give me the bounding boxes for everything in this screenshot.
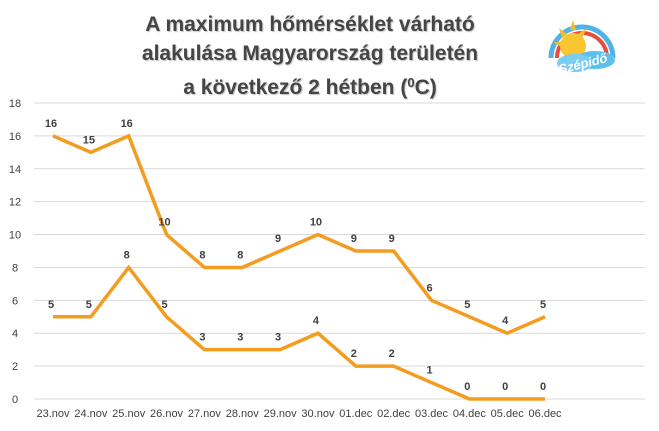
x-tick-label: 24.nov	[74, 408, 108, 420]
y-axis-tick-labels: 0 2 4 6 8 10 12 14 16 18	[9, 98, 21, 406]
data-label: 2	[351, 348, 357, 360]
data-label: 9	[275, 233, 281, 245]
x-tick-label: 26.nov	[150, 408, 184, 420]
y-tick-label: 8	[12, 262, 18, 274]
series-line-1	[52, 133, 546, 336]
data-label: 9	[389, 233, 395, 245]
chart-title-line-3-main: a következő 2 hétben (	[183, 76, 408, 99]
x-tick-label: 29.nov	[264, 408, 298, 420]
x-tick-label: 30.nov	[301, 408, 335, 420]
data-label: 0	[502, 381, 508, 393]
data-label: 3	[199, 332, 205, 344]
series-lines	[52, 133, 546, 401]
data-label: 15	[83, 134, 95, 146]
y-tick-label: 2	[12, 361, 18, 373]
y-tick-label: 6	[12, 295, 18, 307]
data-label: 3	[237, 332, 243, 344]
data-label: 5	[161, 299, 167, 311]
y-tick-label: 12	[9, 197, 21, 209]
data-label: 3	[275, 332, 281, 344]
sun-rainbow-logo-icon: Szépidő	[548, 20, 616, 77]
y-tick-label: 16	[9, 131, 21, 143]
x-tick-label: 04.dec	[453, 408, 487, 420]
data-label: 5	[86, 299, 92, 311]
y-tick-label: 10	[9, 230, 21, 242]
data-label: 5	[464, 299, 470, 311]
x-tick-label: 28.nov	[226, 408, 260, 420]
data-label: 0	[540, 381, 546, 393]
x-tick-label: 02.dec	[377, 408, 411, 420]
data-label: 5	[540, 299, 546, 311]
data-label: 8	[124, 249, 130, 261]
chart-title: A maximum hőmérséklet várható alakulása …	[90, 10, 530, 102]
data-label: 8	[237, 249, 243, 261]
data-label: 16	[45, 118, 57, 130]
x-tick-label: 05.dec	[491, 408, 525, 420]
y-tick-label: 18	[9, 98, 21, 110]
x-tick-label: 23.nov	[36, 408, 70, 420]
data-label: 16	[121, 118, 133, 130]
data-label: 5	[48, 299, 54, 311]
x-tick-label: 25.nov	[112, 408, 146, 420]
data-label: 6	[426, 282, 432, 294]
y-tick-label: 14	[9, 164, 21, 176]
data-label: 0	[464, 381, 470, 393]
x-tick-label: 06.dec	[529, 408, 563, 420]
data-label: 10	[158, 217, 170, 229]
data-label: 8	[199, 249, 205, 261]
chart-title-line-3-end: C)	[414, 76, 437, 99]
series-line-2	[53, 264, 546, 401]
x-axis-tick-labels: 23.nov 24.nov 25.nov 26.nov 27.nov 28.nov 29.n…	[36, 408, 562, 420]
chart-title-line-3: a következő 2 hétben (0C)	[90, 68, 530, 102]
chart-title-line-1: A maximum hőmérséklet várható	[145, 13, 475, 36]
data-label: 2	[389, 348, 395, 360]
data-label: 1	[426, 365, 432, 377]
y-tick-label: 4	[12, 328, 18, 340]
data-label: 9	[351, 233, 357, 245]
data-label: 4	[502, 315, 509, 327]
x-tick-label: 03.dec	[415, 408, 449, 420]
szepido-logo: Szépidő	[545, 18, 621, 78]
gridlines	[34, 102, 645, 400]
chart-title-line-2: alakulása Magyarország területén	[141, 42, 479, 65]
x-tick-label: 27.nov	[188, 408, 222, 420]
x-tick-label: 01.dec	[339, 408, 373, 420]
chart-title-degree-superscript: 0	[407, 75, 415, 90]
data-label: 4	[313, 315, 320, 327]
y-tick-label: 0	[12, 394, 18, 406]
data-label: 10	[310, 217, 322, 229]
